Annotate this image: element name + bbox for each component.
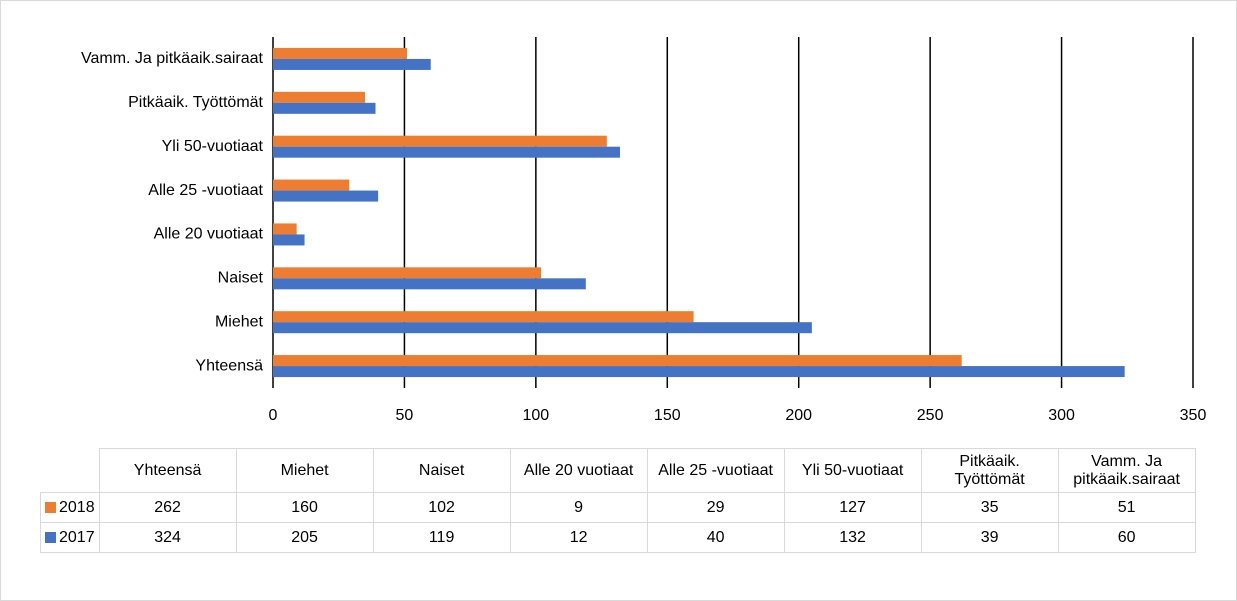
- bar: [273, 58, 431, 70]
- bar: [273, 91, 365, 103]
- bar: [273, 146, 620, 158]
- table-value: 35: [920, 492, 1059, 523]
- legend-entry: 2018: [40, 492, 100, 523]
- table-header: Pitkäaik. Työttömät: [920, 448, 1059, 493]
- legend-key: [45, 501, 56, 513]
- bar: [273, 190, 379, 202]
- y-tick-label: Miehet: [215, 313, 264, 330]
- x-tick-label: 150: [654, 407, 681, 424]
- table-header: Yhteensä: [98, 448, 237, 493]
- table-value: 51: [1057, 492, 1196, 523]
- table-row: 2017 324 205 119 12 40 132 39 60: [40, 522, 1196, 553]
- table-value: 119: [372, 522, 511, 553]
- legend-entry: 2017: [40, 522, 100, 553]
- table-corner: [41, 449, 100, 493]
- x-tick-label: 200: [785, 407, 812, 424]
- table-value: 40: [646, 522, 785, 553]
- table-value: 160: [235, 492, 374, 523]
- table-value: 102: [372, 492, 511, 523]
- bar: [273, 267, 542, 279]
- data-table: Yhteensä Miehet Naiset Alle 20 vuotiaat Alle…: [40, 448, 1196, 553]
- table-value: 9: [509, 492, 648, 523]
- x-tick-label: 350: [1180, 407, 1207, 424]
- bar: [273, 234, 305, 246]
- x-tick-label: 100: [523, 407, 550, 424]
- bar: [273, 355, 962, 367]
- table-value: 205: [235, 522, 374, 553]
- bar: [273, 135, 607, 147]
- y-tick-label: Pitkäaik. Työttömät: [128, 94, 263, 111]
- y-tick-label: Alle 25 -vuotiaat: [148, 182, 263, 199]
- table-header: Alle 25 -vuotiaat: [646, 448, 785, 493]
- table-header: Naiset: [372, 448, 511, 493]
- bar: [273, 102, 376, 114]
- table-value: 262: [98, 492, 237, 523]
- bar: [273, 179, 350, 191]
- table-header-row: Yhteensä Miehet Naiset Alle 20 vuotiaat Alle…: [41, 448, 1196, 493]
- table-value: 39: [920, 522, 1059, 553]
- legend-label: 2018: [59, 498, 95, 516]
- table-header: Vamm. Ja pitkäaik.sairaat: [1057, 448, 1196, 493]
- x-tick-label: 0: [269, 407, 278, 424]
- y-tick-label: Naiset: [218, 270, 264, 287]
- x-tick-label: 300: [1048, 407, 1075, 424]
- y-tick-label: Yhteensä: [195, 357, 263, 374]
- y-tick-label: Alle 20 vuotiaat: [154, 226, 264, 243]
- bar: [273, 311, 694, 323]
- bar: [273, 322, 812, 334]
- table-value: 127: [783, 492, 922, 523]
- bar: [273, 47, 408, 59]
- table-header: Miehet: [235, 448, 374, 493]
- table-header: Alle 20 vuotiaat: [509, 448, 648, 493]
- legend-label: 2017: [59, 528, 95, 546]
- y-tick-label: Yli 50-vuotiaat: [162, 138, 264, 155]
- x-tick-label: 250: [917, 407, 944, 424]
- table-row: 2018 262 160 102 9 29 127 35 51: [40, 492, 1196, 523]
- bar: [273, 278, 586, 290]
- y-tick-label: Vamm. Ja pitkäaik.sairaat: [81, 50, 264, 67]
- table-value: 324: [98, 522, 237, 553]
- table-value: 60: [1057, 522, 1196, 553]
- x-tick-label: 50: [396, 407, 414, 424]
- bar: [273, 366, 1125, 378]
- table-value: 12: [509, 522, 648, 553]
- table-value: 29: [646, 492, 785, 523]
- table-header: Yli 50-vuotiaat: [783, 448, 922, 493]
- table-value: 132: [783, 522, 922, 553]
- legend-key: [45, 531, 56, 543]
- bar: [273, 223, 297, 235]
